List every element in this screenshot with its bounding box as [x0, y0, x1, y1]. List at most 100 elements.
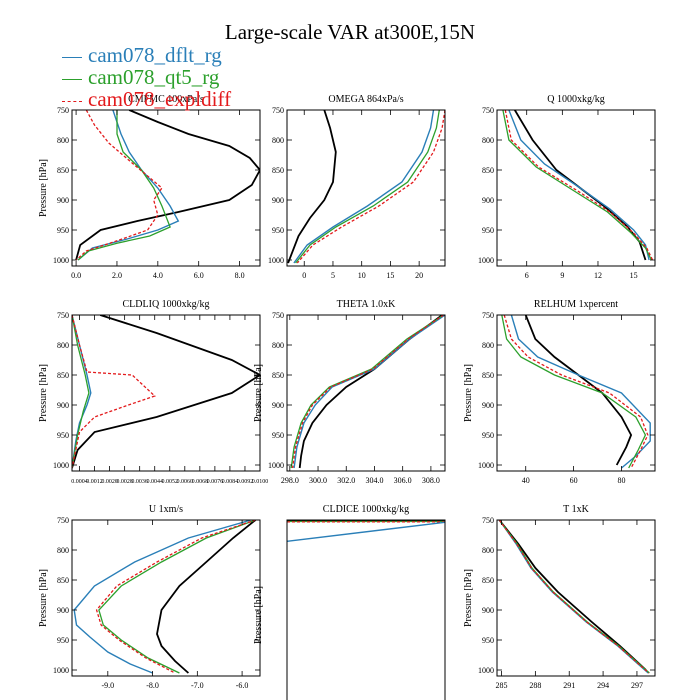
- y-axis-label: Pressure [hPa]: [38, 569, 49, 627]
- x-tick-label: 40: [522, 476, 530, 485]
- series-line-obs: [156, 520, 257, 674]
- plot-frame: [496, 314, 656, 472]
- series-line-expldiff: [72, 315, 156, 469]
- series-group: [73, 520, 257, 674]
- x-tick-label: 0.0100: [252, 479, 269, 485]
- y-tick-label: 1000: [478, 256, 494, 265]
- series-line-obs: [72, 315, 260, 469]
- y-tick-label: 950: [482, 226, 494, 235]
- y-tick-label: 950: [57, 431, 69, 440]
- x-tick-label: 12: [594, 271, 602, 280]
- series-line-qt5: [98, 520, 256, 674]
- y-tick-label: 800: [482, 341, 494, 350]
- plot-frame: [286, 519, 446, 700]
- x-tick-label: 0.0020: [101, 479, 118, 485]
- x-tick-label: -7.0: [191, 681, 204, 690]
- series-line-dflt: [293, 110, 435, 264]
- x-tick-label: 300.0: [309, 476, 327, 485]
- y-tick-label: 750: [57, 106, 69, 115]
- y-tick-label: 950: [272, 226, 284, 235]
- x-tick-label: 0.0: [71, 271, 81, 280]
- y-axis-label: Pressure [hPa]: [253, 364, 264, 422]
- series-line-expldiff: [296, 110, 445, 264]
- y-tick-label: 900: [272, 401, 284, 410]
- series-group: [501, 315, 651, 469]
- series-line-obs: [514, 110, 647, 261]
- y-tick-label: 750: [482, 311, 494, 320]
- series-line-qt5: [72, 315, 90, 469]
- series-group: [290, 315, 445, 469]
- y-axis-label: Pressure [hPa]: [253, 586, 264, 644]
- y-tick-label: 750: [482, 106, 494, 115]
- y-tick-label: 1000: [53, 461, 69, 470]
- y-tick-label: 950: [57, 226, 69, 235]
- series-line-obs: [498, 520, 647, 671]
- legend-label-qt5: cam078_qt5_rg: [88, 65, 220, 89]
- series-group: [287, 110, 445, 264]
- panel-title: RELHUM 1xpercent: [534, 299, 618, 310]
- x-tick-label: -6.0: [236, 681, 249, 690]
- x-tick-label: 294: [597, 681, 609, 690]
- y-tick-label: 900: [57, 196, 69, 205]
- series-line-obs: [298, 315, 443, 469]
- y-tick-label: 1000: [53, 666, 69, 675]
- x-tick-label: -8.0: [146, 681, 159, 690]
- x-tick-label: 291: [563, 681, 575, 690]
- legend-item-dflt: cam078_dflt_rg: [62, 44, 231, 66]
- x-tick-label: 288: [529, 681, 541, 690]
- series-group: [498, 520, 650, 674]
- y-tick-label: 850: [482, 166, 494, 175]
- legend-item-qt5: cam078_qt5_rg: [62, 66, 231, 88]
- legend-swatch-dflt: [62, 56, 82, 58]
- series-line-qt5: [498, 520, 650, 674]
- y-axis-label: Pressure [hPa]: [463, 569, 474, 627]
- x-tick-label: 9: [560, 271, 564, 280]
- x-tick-label: 0.0052: [162, 479, 179, 485]
- y-tick-label: 800: [482, 546, 494, 555]
- plot-frame: [71, 109, 261, 267]
- y-tick-label: 850: [57, 166, 69, 175]
- plot-frame: [71, 314, 261, 472]
- x-tick-label: 0.0076: [207, 479, 224, 485]
- x-tick-label: 20: [415, 271, 423, 280]
- series-line-expldiff: [75, 110, 163, 261]
- y-tick-label: 950: [482, 431, 494, 440]
- y-tick-label: 950: [272, 431, 284, 440]
- panel-7: U 1xm/s 750 800 850 900 950 1000 -9.0 -8.0 -7.0 -6…: [38, 504, 261, 690]
- panel-title: T 1xK: [563, 504, 589, 515]
- x-tick-label: 306.0: [394, 476, 412, 485]
- y-axis-label: Pressure [hPa]: [38, 159, 49, 217]
- x-tick-label: 0.0028: [116, 479, 133, 485]
- page-title: Large-scale VAR at300E,15N: [224, 20, 476, 44]
- x-tick-label: 15: [386, 271, 394, 280]
- y-tick-label: 900: [482, 401, 494, 410]
- y-tick-label: 1000: [268, 256, 284, 265]
- panel-title: THETA 1.0xK: [337, 299, 396, 310]
- y-axis-label: Pressure [hPa]: [38, 364, 49, 422]
- series-line-dflt: [508, 110, 650, 261]
- y-tick-label: 900: [57, 606, 69, 615]
- y-tick-label: 750: [57, 516, 69, 525]
- y-tick-label: 800: [57, 341, 69, 350]
- legend-label-expldiff: cam078_expldiff: [88, 87, 232, 111]
- x-tick-label: 0.0012: [86, 479, 103, 485]
- series-line-expldiff: [498, 520, 650, 674]
- y-tick-label: 850: [272, 166, 284, 175]
- plot-frame: [496, 519, 656, 677]
- y-tick-label: 850: [57, 576, 69, 585]
- panel-title: CLDLIQ 1000xkg/kg: [123, 299, 210, 310]
- y-tick-label: 850: [272, 371, 284, 380]
- y-tick-label: 850: [482, 576, 494, 585]
- y-tick-label: 800: [57, 546, 69, 555]
- y-tick-label: 800: [57, 136, 69, 145]
- panel-title: Q 1000xkg/kg: [547, 94, 605, 105]
- legend-swatch-expldiff: [62, 100, 82, 102]
- x-tick-label: 15: [630, 271, 638, 280]
- y-tick-label: 1000: [268, 461, 284, 470]
- x-tick-label: 0.0084: [222, 479, 239, 485]
- series-line-expldiff: [504, 110, 654, 261]
- x-tick-label: 4.0: [153, 271, 163, 280]
- series-line-dflt: [77, 110, 180, 261]
- series-line-dflt: [498, 520, 649, 674]
